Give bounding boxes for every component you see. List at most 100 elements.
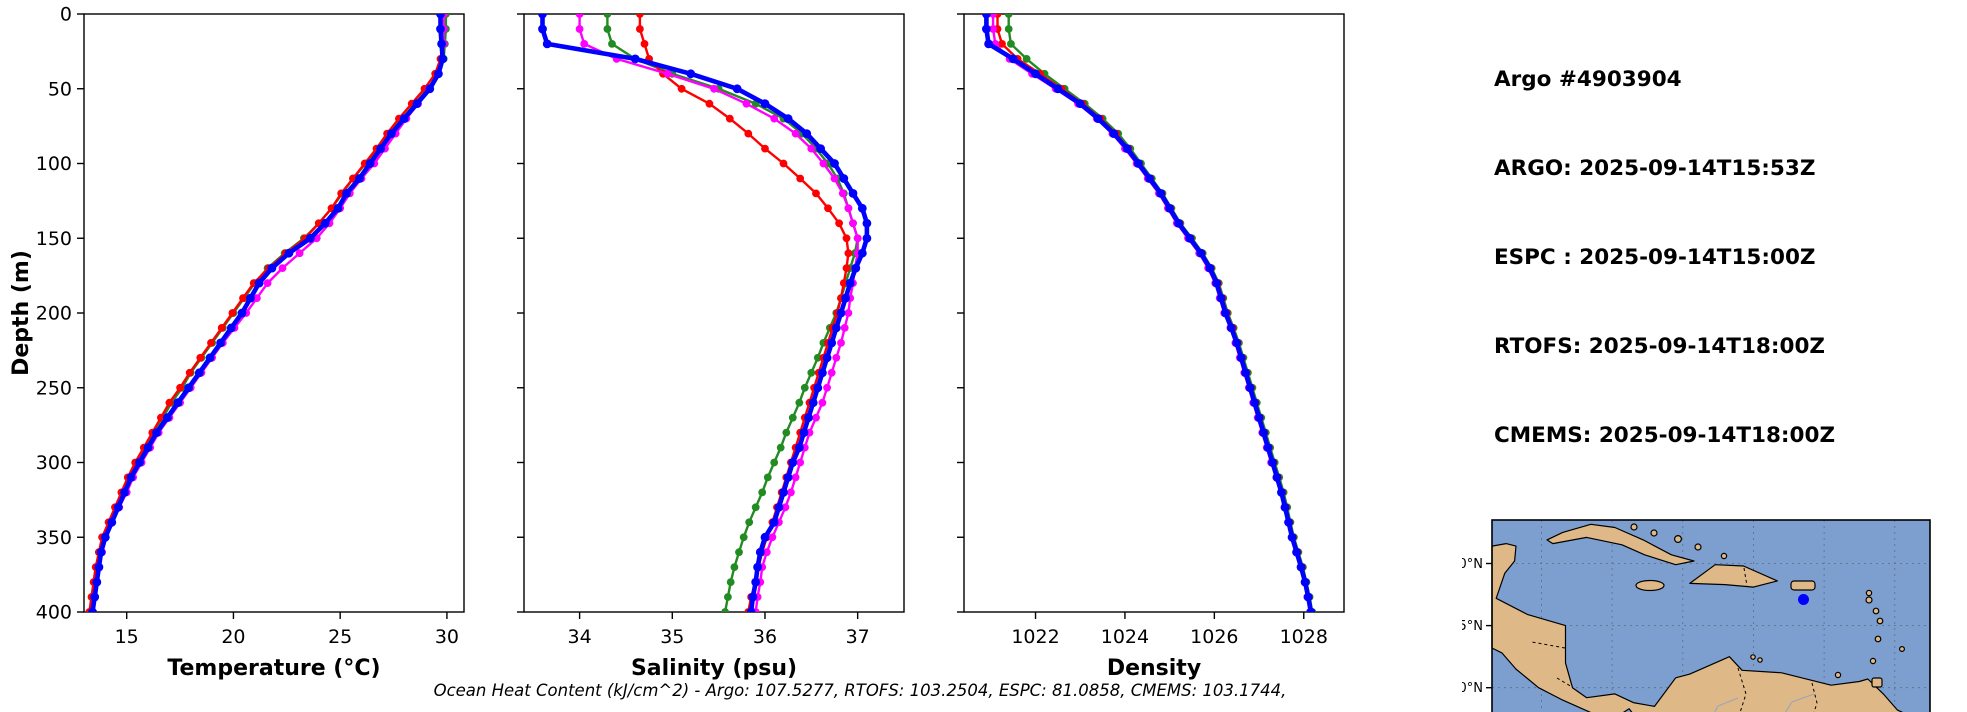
y-tick-label: 150 bbox=[36, 228, 72, 250]
series-marker-4903904 bbox=[1245, 383, 1255, 393]
series-marker-ESPC bbox=[800, 383, 809, 392]
series-marker-4903904 bbox=[1221, 308, 1230, 318]
header-block: Argo #4903904 ARGO: 2025-09-14T15:53Z ES… bbox=[1494, 6, 1963, 510]
series-marker-4903904 bbox=[1303, 592, 1313, 602]
series-marker-4903904 bbox=[857, 248, 867, 258]
series-marker-CMEMS bbox=[663, 69, 672, 78]
series-marker-4903904 bbox=[813, 383, 823, 393]
series-marker-RTOFS bbox=[636, 25, 644, 33]
series-marker-4903904 bbox=[1031, 69, 1040, 79]
land-guadeloupe bbox=[1865, 596, 1873, 604]
series-marker-RTOFS bbox=[725, 114, 734, 123]
series-marker-ESPC bbox=[724, 593, 732, 601]
land-bahamas bbox=[1694, 543, 1702, 551]
series-marker-4903904 bbox=[1241, 368, 1250, 378]
series-marker-4903904 bbox=[120, 488, 129, 497]
series-marker-4903904 bbox=[1122, 144, 1132, 154]
country-borders bbox=[1531, 568, 1818, 712]
series-marker-4903904 bbox=[436, 14, 445, 19]
series-marker-ESPC bbox=[788, 413, 797, 422]
series-marker-4903904 bbox=[630, 54, 640, 64]
land-grenada bbox=[1869, 657, 1877, 665]
series-marker-4903904 bbox=[783, 114, 793, 123]
x-tick-label: 1028 bbox=[1280, 626, 1328, 648]
land-barbados bbox=[1899, 646, 1906, 653]
series-marker-4903904 bbox=[333, 203, 343, 213]
series-marker-4903904 bbox=[1165, 203, 1174, 213]
series-marker-CMEMS bbox=[840, 324, 849, 332]
series-marker-CMEMS bbox=[853, 234, 862, 243]
y-tick-label: 300 bbox=[36, 452, 72, 474]
series-marker-4903904 bbox=[769, 517, 779, 527]
series-marker-RTOFS bbox=[636, 14, 644, 18]
map-tick-labels: 85°W 80°W 75°W 70°W 65°W 60°W 20°N 15°N … bbox=[1462, 557, 1483, 696]
series-marker-CMEMS bbox=[844, 309, 853, 317]
series-marker-4903904 bbox=[1109, 129, 1119, 139]
info-column: Argo #4903904 ARGO: 2025-09-14T15:53Z ES… bbox=[1448, 6, 1963, 712]
series-marker-RTOFS bbox=[812, 189, 820, 198]
x-tick-label: 1024 bbox=[1101, 626, 1149, 648]
series-marker-4903904 bbox=[862, 218, 872, 228]
series-marker-4903904 bbox=[226, 323, 236, 333]
series-marker-4903904 bbox=[342, 189, 351, 198]
series-marker-ESPC bbox=[730, 563, 739, 571]
series-marker-4903904 bbox=[827, 338, 837, 348]
y-tick-label: 400 bbox=[36, 602, 72, 624]
series-marker-4903904 bbox=[808, 398, 818, 408]
series-marker-RTOFS bbox=[761, 144, 769, 153]
series-marker-4903904 bbox=[1254, 413, 1264, 423]
series-marker-ESPC bbox=[770, 458, 779, 467]
series-marker-4903904 bbox=[1212, 278, 1221, 288]
x-tick-label: 34 bbox=[568, 626, 592, 648]
espc-timestamp: ESPC : 2025-09-14T15:00Z bbox=[1494, 245, 1816, 271]
series-marker-4903904 bbox=[1053, 84, 1063, 94]
series-marker-4903904 bbox=[1008, 54, 1018, 64]
x-tick-label: 37 bbox=[846, 626, 870, 648]
series-marker-CMEMS bbox=[580, 40, 589, 48]
land-margarita bbox=[1834, 671, 1842, 679]
series-marker-RTOFS bbox=[796, 174, 805, 183]
series-marker-4903904 bbox=[851, 263, 861, 273]
float-position-marker[interactable] bbox=[1798, 594, 1809, 606]
series-marker-RTOFS bbox=[196, 353, 205, 362]
series-marker-4903904 bbox=[748, 592, 758, 602]
series-marker-4903904 bbox=[542, 39, 552, 49]
series-marker-CMEMS bbox=[832, 353, 841, 362]
series-marker-4903904 bbox=[753, 562, 762, 572]
x-axis-label: Density bbox=[1107, 656, 1201, 680]
lat-tick-label: 15°N bbox=[1462, 619, 1483, 634]
series-marker-RTOFS bbox=[744, 129, 753, 138]
series-marker-ESPC bbox=[608, 40, 616, 48]
series-marker-ESPC bbox=[735, 548, 743, 557]
rtofs-timestamp: RTOFS: 2025-09-14T18:00Z bbox=[1494, 334, 1826, 360]
series-marker-4903904 bbox=[760, 532, 770, 542]
series-marker-RTOFS bbox=[844, 249, 853, 258]
land-bahamas bbox=[1674, 535, 1683, 544]
land-curacao bbox=[1757, 657, 1763, 663]
series-marker-4903904 bbox=[732, 84, 742, 94]
series-marker-4903904 bbox=[107, 517, 117, 527]
series-group bbox=[85, 14, 450, 612]
land-puerto-rico bbox=[1790, 580, 1816, 591]
series-marker-4903904 bbox=[841, 293, 850, 303]
series-marker-RTOFS bbox=[228, 309, 237, 317]
series-marker-4903904 bbox=[376, 144, 386, 154]
series-marker-ESPC bbox=[758, 488, 767, 497]
series-marker-4903904 bbox=[802, 129, 812, 139]
series-marker-4903904 bbox=[1250, 398, 1259, 408]
series-marker-4903904 bbox=[839, 174, 849, 183]
series-marker-4903904 bbox=[96, 547, 106, 557]
series-marker-RTOFS bbox=[842, 264, 851, 272]
series-group bbox=[538, 14, 872, 612]
series-marker-4903904 bbox=[799, 428, 809, 437]
series-marker-CMEMS bbox=[838, 189, 847, 198]
profile-panels: 15 20 25 30 0 50 100 150 200 250 300 350 400 Temperat… bbox=[6, 0, 1346, 680]
series-marker-RTOFS bbox=[217, 324, 226, 332]
series-marker-4903904 bbox=[355, 174, 364, 183]
series-marker-4903904 bbox=[1205, 263, 1215, 273]
series-marker-4903904 bbox=[126, 473, 136, 482]
series-marker-ESPC bbox=[795, 398, 804, 407]
series-marker-4903904 bbox=[1306, 607, 1316, 612]
land-central-south-america bbox=[1491, 543, 1903, 712]
series-marker-4903904 bbox=[1156, 189, 1166, 198]
